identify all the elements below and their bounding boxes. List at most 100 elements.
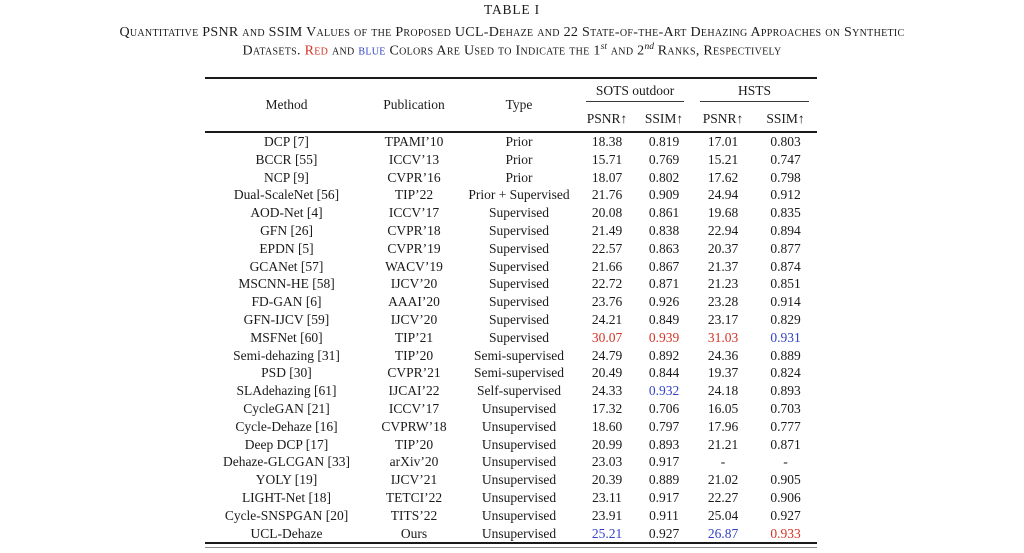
metric-value-cell: 18.60 <box>591 418 623 434</box>
table-row: UCL-Dehaze Ours Unsupervised 25.21 0.927 26.8… <box>205 525 817 544</box>
publication-cell: TPAMI’10 <box>384 134 444 149</box>
metric-value-cell: 0.838 <box>648 222 680 238</box>
col-header-psnr-hsts: PSNR↑ <box>702 111 744 126</box>
metric-value-cell: 30.07 <box>591 329 623 345</box>
metric-value-cell: 24.18 <box>707 383 739 399</box>
type-cell: Prior <box>505 134 533 149</box>
metric-value-cell: - <box>720 454 726 470</box>
type-cell: Unsupervised <box>481 507 557 523</box>
caption-line-2: Datasets. Red and blue Colors Are Used t… <box>0 42 1024 60</box>
table-row: AOD-Net [4] ICCV’17 Supervised 20.08 0.861 19… <box>205 204 817 222</box>
metric-value-cell: 0.917 <box>648 454 680 470</box>
method-cell: NCP [9] <box>264 169 309 185</box>
metric-value-cell: 15.21 <box>707 151 739 167</box>
type-cell: Semi-supervised <box>474 347 564 363</box>
metric-value-cell: 0.797 <box>648 418 680 434</box>
metric-value-cell: 19.68 <box>707 205 739 221</box>
metric-value-cell: 24.21 <box>591 311 623 327</box>
col-header-publication: Publication <box>383 97 445 112</box>
publication-cell: CVPR’21 <box>387 365 441 381</box>
metric-value-cell: 24.94 <box>707 187 739 203</box>
metric-value-cell: 20.99 <box>591 436 623 452</box>
table-row: GFN-IJCV [59] IJCV’20 Supervised 24.21 0.849… <box>205 311 817 329</box>
metric-value-cell: 31.03 <box>707 329 739 345</box>
metric-value-cell: 0.769 <box>648 151 680 167</box>
metric-value-cell: 0.893 <box>770 383 801 399</box>
metric-value-cell: 25.21 <box>591 525 623 541</box>
method-cell: BCCR [55] <box>255 151 318 167</box>
metric-value-cell: 0.911 <box>649 507 679 523</box>
publication-cell: CVPR’18 <box>387 222 441 238</box>
method-cell: LIGHT-Net [18] <box>241 489 332 505</box>
table-row: GCANet [57] WACV’19 Supervised 21.66 0.867 21… <box>205 258 817 276</box>
method-cell: MSFNet [60] <box>250 329 323 345</box>
type-cell: Supervised <box>489 311 549 327</box>
metric-value-cell: 24.33 <box>591 383 623 399</box>
col-header-method: Method <box>265 97 308 112</box>
metric-value-cell: 21.49 <box>591 222 623 238</box>
metric-value-cell: 17.96 <box>707 418 739 434</box>
header-row-groups: Method Publication Type SOTS outdoor HST… <box>205 78 817 112</box>
caption-line-1: Quantitative PSNR and SSIM Values of the… <box>0 25 1024 41</box>
metric-value-cell: 24.79 <box>591 347 623 363</box>
method-cell: PSD [30] <box>261 365 312 381</box>
metric-value-cell: 0.889 <box>770 347 801 363</box>
table-row: EPDN [5] CVPR’19 Supervised 22.57 0.863 20.37… <box>205 240 817 258</box>
metric-value-cell: 0.889 <box>648 472 680 488</box>
type-cell: Unsupervised <box>481 436 557 452</box>
table-row: MSCNN-HE [58] IJCV’20 Supervised 22.72 0.871… <box>205 275 817 293</box>
metric-value-cell: 18.07 <box>591 169 623 185</box>
metric-value-cell: 0.706 <box>648 400 680 416</box>
metric-value-cell: 17.01 <box>707 134 739 149</box>
metric-value-cell: 0.835 <box>770 205 801 221</box>
type-cell: Unsupervised <box>481 489 557 505</box>
method-cell: DCP [7] <box>264 134 309 149</box>
publication-cell: CVPR’19 <box>387 240 441 256</box>
metric-value-cell: 0.927 <box>648 525 680 541</box>
publication-cell: Ours <box>400 525 428 541</box>
metric-value-cell: 20.37 <box>707 240 739 256</box>
metric-value-cell: 0.824 <box>770 365 801 381</box>
metric-value-cell: 0.819 <box>648 134 680 149</box>
metric-value-cell: 0.844 <box>648 365 680 381</box>
publication-cell: IJCAI’22 <box>388 383 440 399</box>
table-number-title: TABLE I <box>484 2 540 17</box>
caption-text-2a: Datasets. <box>242 43 305 59</box>
metric-value-cell: 0.932 <box>648 383 680 399</box>
method-cell: Semi-dehazing [31] <box>233 347 340 363</box>
metric-value-cell: 0.927 <box>770 507 801 523</box>
metric-value-cell: 0.867 <box>648 258 680 274</box>
type-cell: Unsupervised <box>481 525 557 541</box>
table-row: DCP [7] TPAMI’10 Prior 18.38 0.819 17.01 0.803 <box>205 132 817 151</box>
table-row: Deep DCP [17] TIP’20 Unsupervised 20.99 0.89… <box>205 436 817 454</box>
metric-value-cell: 0.914 <box>770 294 801 310</box>
publication-cell: ICCV’13 <box>388 151 440 167</box>
metric-value-cell: 0.926 <box>648 294 680 310</box>
metric-value-cell: 0.861 <box>648 205 680 221</box>
publication-cell: arXiv’20 <box>389 454 439 470</box>
type-cell: Prior + Supervised <box>468 187 570 203</box>
metric-value-cell: 17.62 <box>707 169 739 185</box>
metric-value-cell: 0.871 <box>770 436 801 452</box>
metric-value-cell: 23.17 <box>707 311 739 327</box>
metric-value-cell: 20.49 <box>591 365 623 381</box>
method-cell: YOLY [19] <box>255 472 318 488</box>
type-cell: Prior <box>505 169 533 185</box>
metric-value-cell: 23.91 <box>591 507 623 523</box>
table-row: CycleGAN [21] ICCV’17 Unsupervised 17.32 0.7… <box>205 400 817 418</box>
table-row: PSD [30] CVPR’21 Semi-supervised 20.49 0.844… <box>205 364 817 382</box>
table-row: Semi-dehazing [31] TIP’20 Semi-supervised 2… <box>205 347 817 365</box>
metric-value-cell: 15.71 <box>591 151 623 167</box>
metric-value-cell: 19.37 <box>707 365 739 381</box>
publication-cell: ICCV’17 <box>388 205 440 221</box>
metric-value-cell: 0.849 <box>648 311 680 327</box>
method-cell: MSCNN-HE [58] <box>238 276 335 292</box>
metric-value-cell: 24.36 <box>707 347 739 363</box>
method-cell: FD-GAN [6] <box>251 294 322 310</box>
method-cell: CycleGAN [21] <box>243 400 330 416</box>
publication-cell: TIP’20 <box>394 436 434 452</box>
method-cell: Deep DCP [17] <box>244 436 329 452</box>
table-bottom-rule <box>205 547 817 549</box>
metric-value-cell: 22.94 <box>707 222 739 238</box>
metric-value-cell: 21.02 <box>707 472 739 488</box>
